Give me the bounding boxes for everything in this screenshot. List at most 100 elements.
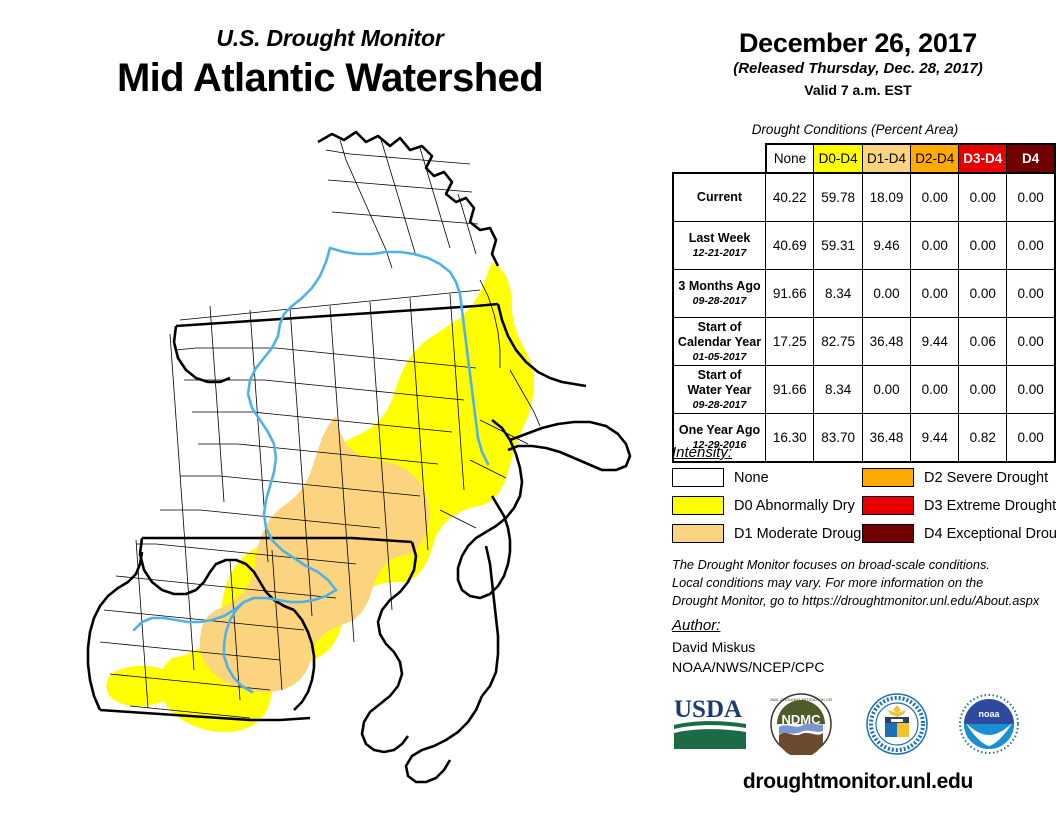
table-cell-value: 0.00: [958, 269, 1008, 318]
table-cell-value: 0.00: [1006, 365, 1056, 414]
table-cell-value: 82.75: [813, 317, 863, 366]
noaa-logo: noaa: [958, 693, 1020, 760]
table-cell-value: 0.82: [958, 413, 1008, 463]
table-cell-value: 40.69: [765, 221, 815, 270]
column-header-none: None: [764, 143, 815, 174]
legend-label: D2 Severe Drought: [924, 469, 1049, 486]
table-corner-cell: [673, 144, 766, 173]
column-header-d4: D4: [1006, 143, 1056, 174]
legend-swatch: [672, 468, 724, 487]
legend-swatch: [862, 496, 914, 515]
table-cell-value: 0.00: [861, 269, 912, 318]
legend-swatch: [862, 468, 914, 487]
row-label: Current: [672, 172, 767, 222]
table-cell-value: 0.00: [958, 172, 1008, 222]
table-caption: Drought Conditions (Percent Area): [751, 122, 959, 137]
legend-item: D3 Extreme Drought: [862, 494, 1056, 517]
disclaimer-text: The Drought Monitor focuses on broad-sca…: [672, 556, 1052, 610]
author-block: David Miskus NOAA/NWS/NCEP/CPC: [672, 637, 824, 678]
intensity-legend-title: Intensity:: [672, 444, 733, 461]
legend-item: D4 Exceptional Drought: [862, 522, 1056, 545]
legend-item: None: [672, 466, 873, 489]
map-rivers: [132, 246, 490, 694]
title-block: U.S. Drought Monitor Mid Atlantic Waters…: [0, 25, 660, 101]
legend-label: D4 Exceptional Drought: [924, 525, 1056, 542]
table-cell-value: 0.00: [1006, 269, 1056, 318]
table-cell-value: 9.44: [910, 317, 960, 366]
table-cell-value: 0.00: [910, 365, 960, 414]
legend-column-left: None D0 Abnormally Dry D1 Moderate Drought: [672, 466, 873, 550]
table-header-row: None D0-D4 D1-D4 D2-D4 D3-D4 D4: [673, 143, 1056, 174]
table-row: One Year Ago 12-29-2016 16.30 83.70 36.48 9.4…: [672, 413, 1056, 463]
table-cell-value: 0.00: [910, 172, 960, 222]
table-row: Current 40.22 59.78 18.09 0.00 0.00 0.00: [672, 172, 1056, 222]
drought-map[interactable]: [40, 120, 660, 800]
map-base-land: [80, 132, 492, 598]
table-cell-value: 59.31: [813, 221, 863, 270]
table-row: Start of Calendar Year 01-05-2017 17.25 82.7…: [672, 317, 1056, 366]
column-header-d2-d4: D2-D4: [910, 143, 960, 174]
table-cell-value: 0.00: [1006, 317, 1056, 366]
author-name: David Miskus: [672, 639, 756, 655]
table-cell-value: 0.00: [958, 221, 1008, 270]
table-cell-value: 0.00: [958, 365, 1008, 414]
table-cell-value: 0.00: [861, 365, 912, 414]
disclaimer-line-3: Drought Monitor, go to https://droughtmo…: [672, 593, 1040, 609]
table-cell-value: 18.09: [861, 172, 912, 222]
legend-swatch: [862, 524, 914, 543]
map-panel: U.S. Drought Monitor Mid Atlantic Waters…: [0, 25, 660, 800]
info-panel: December 26, 2017 (Released Thursday, De…: [660, 0, 1056, 816]
row-date: 12-21-2017: [692, 247, 747, 260]
legend-item: D2 Severe Drought: [862, 466, 1056, 489]
row-date: 12-29-2016: [692, 439, 747, 452]
table-row: 3 Months Ago 09-28-2017 91.66 8.34 0.00 0.00 0…: [672, 269, 1056, 318]
legend-item: D0 Abnormally Dry: [672, 494, 873, 517]
usda-logo: USDA: [672, 693, 750, 756]
table-cell-value: 83.70: [813, 413, 863, 463]
legend-swatch: [672, 496, 724, 515]
row-date: 09-28-2017: [692, 295, 747, 308]
table-cell-value: 59.78: [813, 172, 863, 222]
disclaimer-line-2: Local conditions may vary. For more info…: [672, 575, 984, 591]
map-state-boundaries: [86, 130, 632, 784]
table-cell-value: 9.46: [861, 221, 912, 270]
valid-time: Valid 7 a.m. EST: [804, 82, 912, 99]
table-cell-value: 0.00: [1006, 221, 1056, 270]
table-cell-value: 8.34: [813, 269, 863, 318]
svg-text:noaa: noaa: [978, 709, 1000, 719]
table-cell-value: 0.00: [910, 221, 960, 270]
row-label: Last Week 12-21-2017: [672, 221, 767, 270]
table-cell-value: 0.06: [958, 317, 1008, 366]
svg-text:USDA: USDA: [674, 696, 742, 723]
table-cell-value: 36.48: [861, 317, 912, 366]
legend-label: D0 Abnormally Dry: [734, 497, 855, 514]
release-date: (Released Thursday, Dec. 28, 2017): [733, 60, 983, 78]
table-cell-value: 0.00: [910, 269, 960, 318]
legend-label: D1 Moderate Drought: [734, 525, 874, 542]
table-row: Start of Water Year 09-28-2017 91.66 8.34 0.0…: [672, 365, 1056, 414]
website-url[interactable]: droughtmonitor.unl.edu: [742, 770, 974, 793]
disclaimer-line-1: The Drought Monitor focuses on broad-sca…: [672, 557, 990, 572]
table-cell-value: 17.25: [765, 317, 815, 366]
table-cell-value: 40.22: [765, 172, 815, 222]
table-cell-value: 16.30: [765, 413, 815, 463]
row-date: 09-28-2017: [692, 398, 747, 411]
page-title: Mid Atlantic Watershed: [116, 56, 544, 101]
date-block: December 26, 2017 (Released Thursday, De…: [660, 28, 1056, 99]
legend-swatch: [672, 524, 724, 543]
row-label: Start of Water Year 09-28-2017: [672, 365, 767, 414]
column-header-d1-d4: D1-D4: [861, 143, 912, 174]
map-d1-region: [200, 416, 430, 692]
us-department-of-commerce-seal: [866, 693, 928, 760]
table-cell-value: 8.34: [813, 365, 863, 414]
svg-text:NDMC: NDMC: [782, 712, 822, 727]
row-label: One Year Ago 12-29-2016: [672, 413, 767, 463]
table-cell-value: 0.00: [1006, 172, 1056, 222]
table-cell-value: 91.66: [765, 269, 815, 318]
legend-label: None: [734, 469, 769, 486]
table-cell-value: 91.66: [765, 365, 815, 414]
column-header-d3-d4: D3-D4: [958, 143, 1008, 174]
table-cell-value: 36.48: [861, 413, 912, 463]
drought-conditions-table: None D0-D4 D1-D4 D2-D4 D3-D4 D4 Current 4…: [672, 143, 1056, 463]
row-label: Start of Calendar Year 01-05-2017: [672, 317, 767, 366]
